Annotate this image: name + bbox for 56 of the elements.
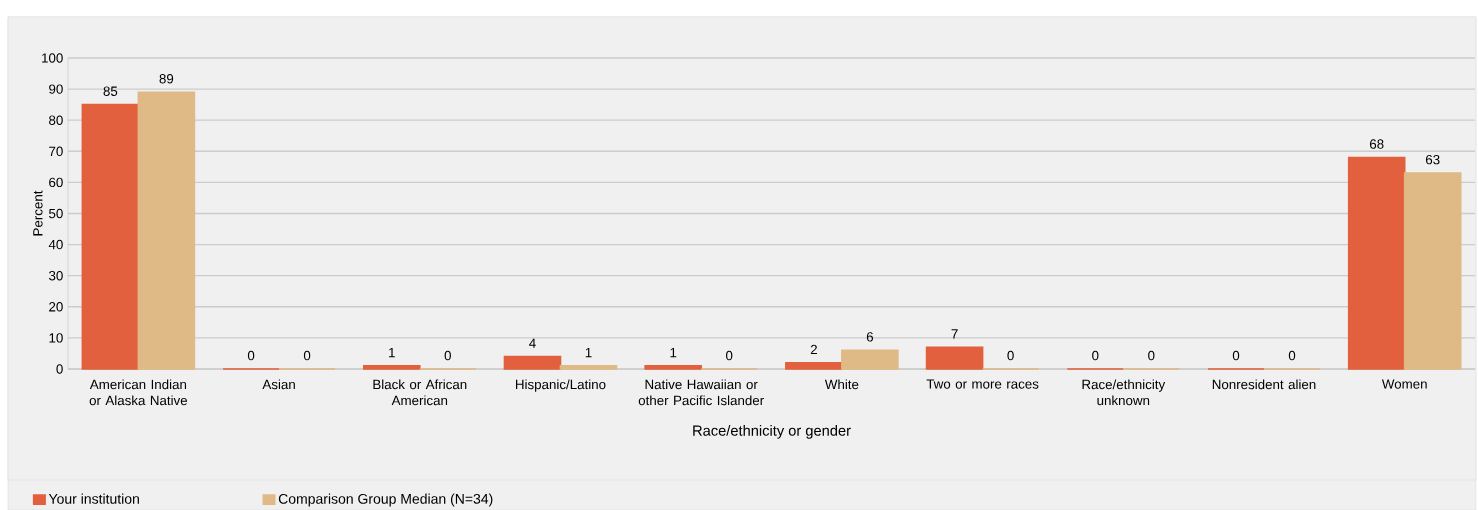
data-label: 1 xyxy=(670,347,677,358)
data-label: 2 xyxy=(810,344,817,355)
y-tick-label: 0 xyxy=(56,364,63,374)
x-tick-label: Asian xyxy=(262,379,295,390)
x-tick-label: American Indian or Alaska Native xyxy=(89,379,188,406)
data-label: 1 xyxy=(585,347,592,358)
y-tick-label: 80 xyxy=(49,115,63,125)
data-label: 6 xyxy=(866,332,874,342)
x-tick-label: Race/ethnicity unknown xyxy=(1082,379,1166,406)
data-label: 85 xyxy=(103,86,118,96)
x-tick-label: Nonresident alien xyxy=(1212,379,1316,390)
y-tick-label: 50 xyxy=(49,208,63,219)
bar xyxy=(925,346,984,370)
bar xyxy=(559,365,618,370)
data-label: 63 xyxy=(1425,154,1440,165)
x-tick-label: Women xyxy=(1381,379,1427,389)
legend-label: Your institution xyxy=(48,493,139,504)
x-tick-label: Hispanic/Latino xyxy=(515,379,606,392)
data-label: 0 xyxy=(726,350,733,361)
y-axis-title: Percent xyxy=(33,190,43,236)
data-label: 0 xyxy=(1092,350,1099,361)
x-tick-label: Two or more races xyxy=(926,379,1039,389)
bar xyxy=(137,91,196,370)
bar xyxy=(81,103,140,370)
y-tick-label: 60 xyxy=(49,177,63,188)
bar xyxy=(503,355,562,370)
x-tick-label: Black or African American xyxy=(373,379,467,406)
bar xyxy=(644,365,702,370)
x-tick-label: White xyxy=(824,379,859,390)
data-label: 4 xyxy=(529,338,536,348)
data-label: 68 xyxy=(1369,139,1384,149)
bar xyxy=(362,365,421,370)
data-label: 0 xyxy=(1007,350,1014,361)
data-label: 0 xyxy=(1148,350,1155,361)
y-tick-label: 10 xyxy=(49,333,63,343)
y-tick-label: 100 xyxy=(42,53,63,63)
data-label: 7 xyxy=(951,329,958,339)
legend-label: Comparison Group Median (N=34) xyxy=(278,493,493,507)
data-label: 0 xyxy=(444,350,451,361)
bar xyxy=(785,361,843,370)
data-label: 0 xyxy=(1288,350,1296,361)
bar xyxy=(1347,156,1406,370)
x-axis-title: Race/ethnicity or gender xyxy=(693,425,851,439)
data-label: 1 xyxy=(389,347,395,358)
bar xyxy=(1403,172,1462,370)
y-tick-label: 30 xyxy=(48,270,63,281)
data-label: 0 xyxy=(1232,350,1240,361)
data-label: 0 xyxy=(303,350,311,361)
data-label: 0 xyxy=(247,350,255,361)
y-tick-label: 90 xyxy=(49,84,63,94)
y-tick-label: 70 xyxy=(49,146,63,157)
y-tick-label: 40 xyxy=(48,239,63,250)
data-label: 89 xyxy=(159,74,174,84)
bar xyxy=(841,349,899,370)
x-tick-label: Native Hawaiian or other Pacific Islander xyxy=(638,379,764,406)
y-tick-label: 20 xyxy=(49,302,63,312)
